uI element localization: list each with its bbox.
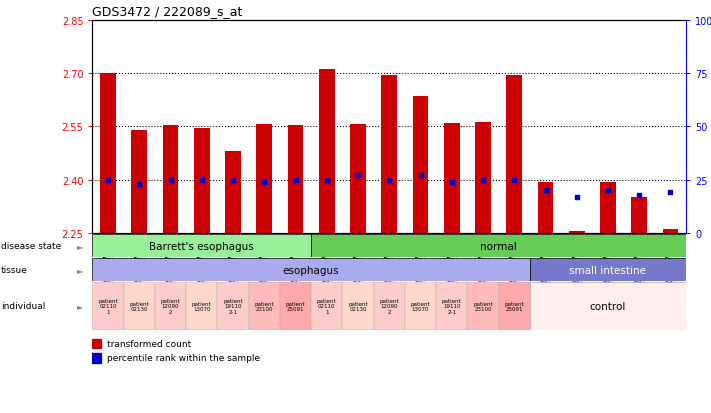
Bar [311, 282, 343, 330]
Point [384, 177, 395, 183]
Point [602, 188, 614, 194]
Point [259, 179, 270, 185]
Point [540, 188, 551, 194]
Text: Barrett's esophagus: Barrett's esophagus [149, 241, 254, 251]
Bar [475, 123, 491, 233]
Bar [194, 129, 210, 233]
Text: patient
13070: patient 13070 [192, 301, 212, 312]
Bar [225, 152, 241, 233]
Text: patient
25091: patient 25091 [286, 301, 305, 312]
Bar [631, 197, 647, 233]
Point [665, 190, 676, 196]
Bar [663, 230, 678, 233]
Bar [92, 354, 101, 363]
Bar [382, 76, 397, 233]
Bar [186, 282, 218, 330]
Bar [530, 259, 686, 281]
Bar [92, 235, 311, 257]
Bar [530, 282, 686, 330]
Bar [155, 282, 186, 330]
Text: ►: ► [77, 266, 84, 274]
Point [196, 177, 208, 183]
Text: percentile rank within the sample: percentile rank within the sample [107, 354, 260, 362]
Text: small intestine: small intestine [570, 265, 646, 275]
Bar [92, 339, 101, 348]
Bar [374, 282, 405, 330]
Bar [405, 282, 436, 330]
Text: tissue: tissue [1, 266, 28, 274]
Bar [249, 282, 280, 330]
Bar [92, 259, 530, 281]
Point [446, 179, 457, 185]
Point [228, 177, 239, 183]
Text: patient
19110
2-1: patient 19110 2-1 [223, 298, 243, 315]
Bar [600, 183, 616, 233]
Bar [444, 123, 459, 233]
Point [415, 173, 426, 179]
Bar [351, 125, 366, 233]
Text: ►: ► [77, 242, 84, 250]
Text: patient
02130: patient 02130 [348, 301, 368, 312]
Bar [343, 282, 374, 330]
Text: patient
02110
1: patient 02110 1 [317, 298, 336, 315]
Bar [132, 131, 147, 233]
Bar [412, 97, 428, 233]
Bar [498, 282, 530, 330]
Point [290, 177, 301, 183]
Text: patient
23100: patient 23100 [474, 301, 493, 312]
Text: patient
25091: patient 25091 [504, 301, 524, 312]
Point [477, 177, 488, 183]
Text: transformed count: transformed count [107, 339, 191, 348]
Bar [319, 69, 335, 233]
Text: patient
02130: patient 02130 [129, 301, 149, 312]
Bar [538, 183, 553, 233]
Text: normal: normal [480, 241, 517, 251]
Bar [288, 126, 304, 233]
Point [165, 177, 176, 183]
Bar [436, 282, 467, 330]
Text: individual: individual [1, 302, 45, 311]
Bar [218, 282, 249, 330]
Bar [257, 125, 272, 233]
Text: patient
12090
2: patient 12090 2 [161, 298, 181, 315]
Bar [311, 235, 686, 257]
Bar [280, 282, 311, 330]
Bar [163, 125, 178, 233]
Bar [467, 282, 498, 330]
Bar [124, 282, 155, 330]
Bar [506, 76, 522, 233]
Point [508, 177, 520, 183]
Text: GDS3472 / 222089_s_at: GDS3472 / 222089_s_at [92, 5, 242, 18]
Bar [100, 74, 116, 233]
Text: patient
02110
1: patient 02110 1 [98, 298, 118, 315]
Point [571, 194, 582, 200]
Text: patient
19110
2-1: patient 19110 2-1 [442, 298, 461, 315]
Text: control: control [590, 301, 626, 311]
Point [353, 173, 364, 179]
Point [634, 192, 645, 198]
Text: ►: ► [77, 302, 84, 311]
Text: esophagus: esophagus [283, 265, 339, 275]
Text: patient
12090
2: patient 12090 2 [380, 298, 399, 315]
Bar [569, 232, 584, 233]
Text: patient
23100: patient 23100 [255, 301, 274, 312]
Text: patient
13070: patient 13070 [411, 301, 430, 312]
Text: disease state: disease state [1, 242, 61, 250]
Bar [92, 282, 124, 330]
Point [102, 177, 114, 183]
Point [134, 181, 145, 188]
Point [321, 177, 333, 183]
